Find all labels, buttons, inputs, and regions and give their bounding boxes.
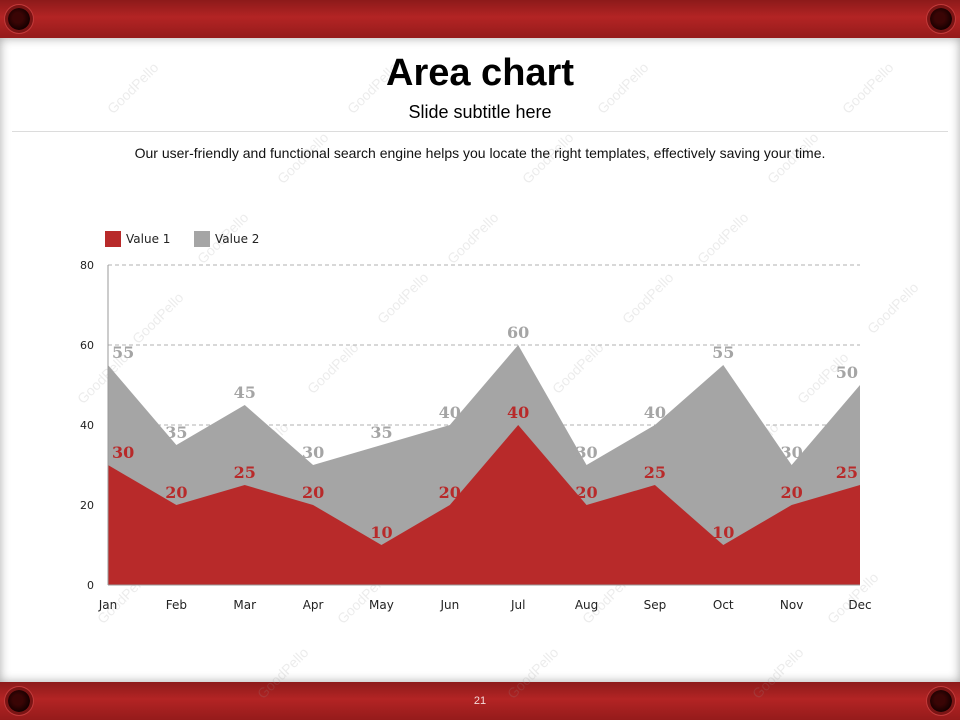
- x-tick-label: Mar: [233, 598, 256, 612]
- x-tick-label: Jun: [439, 598, 459, 612]
- data-label: 55: [712, 343, 734, 362]
- x-tick-label: Jul: [510, 598, 525, 612]
- x-tick-label: Nov: [780, 598, 803, 612]
- slide-description: Our user-friendly and functional search …: [134, 145, 826, 161]
- bottom-frame-bar: [0, 682, 960, 720]
- data-label: 35: [165, 423, 187, 442]
- slide-subtitle: Slide subtitle here: [408, 102, 552, 122]
- slide-title: Area chart: [386, 52, 574, 94]
- legend-item-value-1: Value 1: [105, 231, 170, 247]
- data-label: 50: [836, 363, 858, 382]
- legend-item-value-2: Value 2: [194, 231, 259, 247]
- x-tick-label: Aug: [575, 598, 598, 612]
- rivet-top-left: [8, 8, 30, 30]
- legend-swatch-value-1: [105, 231, 121, 247]
- data-label: 30: [112, 443, 134, 462]
- legend-swatch-value-2: [194, 231, 210, 247]
- data-label: 25: [234, 463, 256, 482]
- y-tick-label: 80: [80, 259, 94, 272]
- rivet-top-right: [930, 8, 952, 30]
- x-tick-label: Feb: [166, 598, 187, 612]
- data-label: 20: [165, 483, 187, 502]
- data-label: 20: [302, 483, 324, 502]
- area-series-1: [108, 425, 860, 585]
- x-tick-label: Sep: [644, 598, 667, 612]
- y-tick-label: 40: [80, 419, 94, 432]
- legend-label-value-2: Value 2: [215, 232, 260, 246]
- x-tick-label: Dec: [848, 598, 871, 612]
- data-label: 40: [507, 403, 529, 422]
- data-label: 45: [234, 383, 256, 402]
- x-tick-label: May: [369, 598, 394, 612]
- data-label: 60: [507, 323, 529, 342]
- title-divider: [12, 131, 948, 132]
- data-label: 40: [439, 403, 461, 422]
- data-label: 20: [439, 483, 461, 502]
- y-tick-label: 60: [80, 339, 94, 352]
- data-label: 20: [575, 483, 597, 502]
- top-frame-bar: [0, 0, 960, 38]
- data-label: 10: [370, 523, 392, 542]
- data-label: 25: [836, 463, 858, 482]
- x-tick-label: Apr: [303, 598, 324, 612]
- legend-label-value-1: Value 1: [126, 232, 171, 246]
- y-tick-label: 0: [87, 579, 94, 592]
- data-label: 25: [644, 463, 666, 482]
- data-label: 40: [644, 403, 666, 422]
- rivet-bottom-left: [8, 690, 30, 712]
- data-label: 30: [575, 443, 597, 462]
- rivet-bottom-right: [930, 690, 952, 712]
- data-label: 55: [112, 343, 134, 362]
- data-label: 20: [781, 483, 803, 502]
- data-label: 35: [370, 423, 392, 442]
- y-tick-label: 20: [80, 499, 94, 512]
- x-tick-label: Jan: [98, 598, 118, 612]
- page-number: 21: [473, 695, 487, 707]
- data-label: 30: [781, 443, 803, 462]
- x-tick-label: Oct: [713, 598, 734, 612]
- data-label: 10: [712, 523, 734, 542]
- data-label: 30: [302, 443, 324, 462]
